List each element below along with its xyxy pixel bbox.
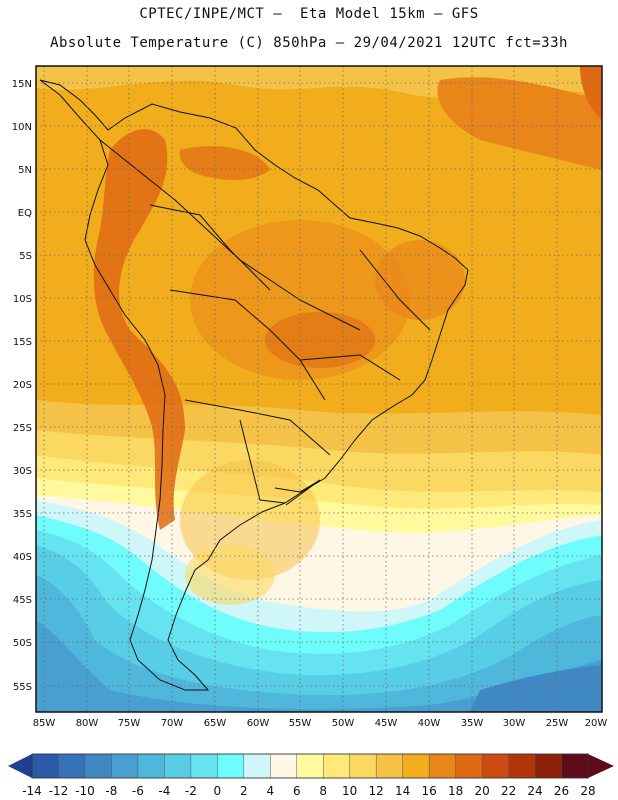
- lat-label: 35S: [13, 509, 32, 520]
- colorbar-label: 16: [421, 784, 436, 798]
- lat-label: 20S: [13, 380, 32, 391]
- lon-label: 55W: [289, 718, 312, 729]
- temperature-field: [36, 66, 602, 712]
- colorbar-cell: [270, 753, 298, 779]
- colorbar-label: -14: [22, 784, 42, 798]
- colorbar-label: 0: [213, 784, 221, 798]
- lon-label: 30W: [503, 718, 526, 729]
- lon-label: 35W: [461, 718, 484, 729]
- lat-label: 55S: [13, 682, 32, 693]
- coastline: [39, 79, 469, 691]
- lon-label: 75W: [118, 718, 141, 729]
- lat-label: 25S: [13, 423, 32, 434]
- colorbar-labels: -14 -12 -10 -8 -6 -4 -2 0 2 4 6 8 10 12 …: [22, 784, 595, 798]
- lon-label: 70W: [161, 718, 184, 729]
- title-line-1: CPTEC/INPE/MCT – Eta Model 15km – GFS: [139, 6, 479, 22]
- colorbar-cell: [402, 753, 430, 779]
- colorbar-cell: [84, 753, 113, 779]
- title-line-2: Absolute Temperature (C) 850hPa – 29/04/…: [50, 35, 568, 51]
- lat-label: 45S: [13, 595, 32, 606]
- colorbar-cell: [481, 753, 510, 779]
- longitude-labels: 85W 80W 75W 70W 65W 60W 55W 50W 45W 40W …: [33, 718, 608, 729]
- lat-label: 40S: [13, 552, 32, 563]
- lon-label: 80W: [76, 718, 99, 729]
- lat-label: 30S: [13, 466, 32, 477]
- lat-label: 50S: [13, 638, 32, 649]
- colorbar-label: -4: [158, 784, 170, 798]
- colorbar-label: 4: [266, 784, 274, 798]
- lon-label: 20W: [585, 718, 608, 729]
- lon-label: 45W: [375, 718, 398, 729]
- colorbar-label: -12: [49, 784, 69, 798]
- lat-label: 5S: [19, 251, 32, 262]
- lon-label: 40W: [418, 718, 441, 729]
- lon-label: 25W: [546, 718, 569, 729]
- colorbar-cell: [534, 753, 563, 779]
- lat-label: 5N: [18, 165, 32, 176]
- lon-label: 60W: [247, 718, 270, 729]
- colorbar-label: 2: [240, 784, 248, 798]
- colorbar-label: 12: [369, 784, 384, 798]
- colorbar-cell: [164, 753, 192, 779]
- colorbar-label: 10: [342, 784, 357, 798]
- colorbar-cell: [455, 753, 483, 779]
- colorbar-label: 18: [448, 784, 463, 798]
- colorbar-label: 24: [527, 784, 542, 798]
- colorbar-cell: [217, 753, 245, 779]
- lon-label: 50W: [332, 718, 355, 729]
- colorbar: -14 -12 -10 -8 -6 -4 -2 0 2 4 6 8 10 12 …: [8, 753, 614, 798]
- colorbar-label: 22: [501, 784, 516, 798]
- colorbar-label: 6: [293, 784, 301, 798]
- colorbar-cell: [58, 753, 86, 779]
- lat-label: 10N: [12, 122, 32, 133]
- latitude-labels: 15N 10N 5N EQ 5S 10S 15S 20S 25S 30S 35S…: [12, 79, 32, 693]
- colorbar-cell: [137, 753, 166, 779]
- colorbar-label: 26: [554, 784, 569, 798]
- lat-label: EQ: [18, 208, 32, 219]
- map-frame: [35, 65, 603, 713]
- colorbar-cell: [190, 753, 219, 779]
- colorbar-label: -8: [105, 784, 117, 798]
- lon-label: 85W: [33, 718, 56, 729]
- colorbar-label: -10: [75, 784, 95, 798]
- colorbar-cell: [322, 753, 351, 779]
- colorbar-high-arrow: [588, 754, 614, 778]
- lat-label: 10S: [13, 294, 32, 305]
- colorbar-cell: [508, 753, 536, 779]
- colorbar-label: 14: [395, 784, 410, 798]
- lon-label: 65W: [204, 718, 227, 729]
- colorbar-cell: [375, 753, 404, 779]
- colorbar-cell: [243, 753, 272, 779]
- lat-label: 15N: [12, 79, 32, 90]
- colorbar-cell: [349, 753, 377, 779]
- lat-label: 15S: [13, 337, 32, 348]
- colorbar-cell: [428, 753, 457, 779]
- colorbar-cell: [31, 753, 60, 779]
- colorbar-cell: [561, 753, 589, 779]
- colorbar-label: 8: [319, 784, 327, 798]
- colorbar-cell: [296, 753, 324, 779]
- colorbar-label: 20: [474, 784, 489, 798]
- colorbar-label: -2: [185, 784, 197, 798]
- colorbar-label: -6: [132, 784, 144, 798]
- colorbar-low-arrow: [8, 754, 32, 778]
- colorbar-cell: [111, 753, 139, 779]
- colorbar-label: 28: [580, 784, 595, 798]
